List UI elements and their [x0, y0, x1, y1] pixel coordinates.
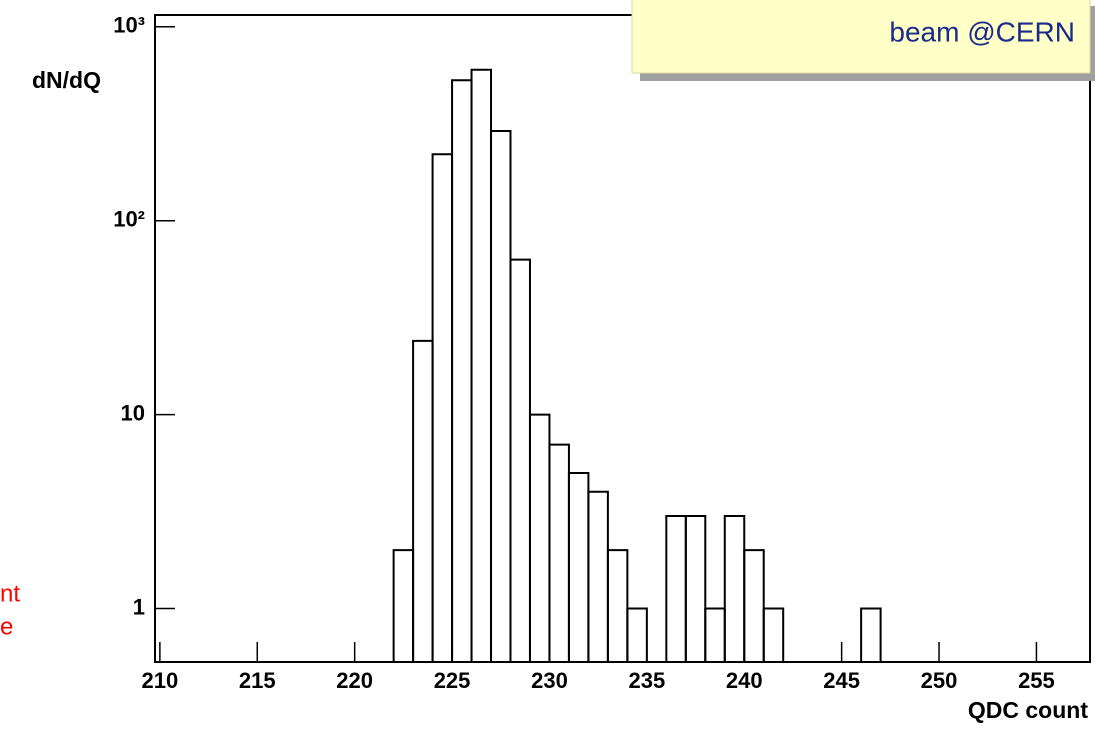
- y-axis-label: dN/dQ: [32, 67, 101, 93]
- y-tick-label: 10: [121, 400, 145, 425]
- histogram-bar: [723, 515, 746, 662]
- histogram-bar: [684, 515, 707, 662]
- y-tick-label: 1: [133, 594, 145, 619]
- histogram-bar: [626, 607, 648, 662]
- histogram-bar: [567, 471, 590, 662]
- x-tick-label: 220: [336, 668, 373, 693]
- x-tick-label: 215: [239, 668, 276, 693]
- x-tick-label: 245: [823, 668, 860, 693]
- histogram-bar: [665, 515, 687, 662]
- x-tick-label: 235: [628, 668, 665, 693]
- histogram-bar: [412, 339, 434, 662]
- y-tick-label: 10²: [113, 207, 145, 232]
- x-tick-label: 255: [1018, 668, 1055, 693]
- histogram-bar: [451, 79, 473, 662]
- x-tick-label: 210: [142, 668, 179, 693]
- y-tick-label: 10³: [113, 13, 145, 38]
- histogram-bar: [509, 258, 531, 662]
- histogram-bar: [392, 549, 415, 662]
- histogram-bar: [860, 607, 882, 662]
- histogram-bar: [743, 549, 765, 662]
- x-tick-label: 230: [531, 668, 568, 693]
- annotation: nt: [0, 580, 20, 607]
- annotation: e: [0, 613, 13, 640]
- histogram-bar: [704, 607, 726, 662]
- histogram-bar: [548, 443, 570, 662]
- x-tick-label: 240: [726, 668, 763, 693]
- histogram-bar: [528, 413, 551, 662]
- plot-frame: [154, 14, 1091, 663]
- x-axis-label: QDC count: [968, 697, 1088, 723]
- histogram-bar: [470, 68, 493, 662]
- legend-box: [631, 0, 1091, 74]
- histogram-bar: [762, 607, 785, 662]
- annotation: beam @CERN: [889, 16, 1075, 47]
- histogram-bar: [490, 130, 512, 662]
- histogram-bar: [587, 490, 609, 662]
- histogram-bar: [431, 153, 454, 662]
- x-tick-label: 250: [921, 668, 958, 693]
- x-tick-label: 225: [434, 668, 471, 693]
- histogram-bar: [606, 549, 629, 662]
